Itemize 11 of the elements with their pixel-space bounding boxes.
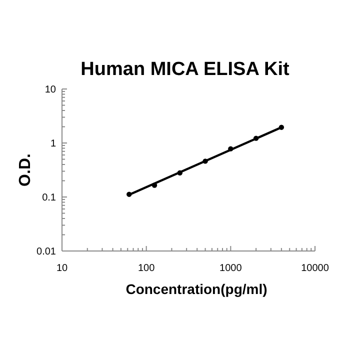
y-axis-title: O.D.: [17, 154, 34, 186]
y-tick-label: 0.01: [36, 246, 56, 258]
x-tick-label: 1000: [220, 263, 242, 274]
x-axis-title: Concentration(pg/ml): [126, 281, 268, 297]
x-tick-label: 10000: [301, 263, 330, 274]
y-tick-label: 1: [50, 138, 56, 150]
x-tick-label: 100: [138, 263, 156, 274]
y-tick-label: 10: [44, 84, 56, 96]
chart-title: Human MICA ELISA Kit: [80, 59, 290, 80]
x-tick-label: 10: [56, 263, 68, 274]
y-tick-label: 0.1: [42, 192, 56, 204]
